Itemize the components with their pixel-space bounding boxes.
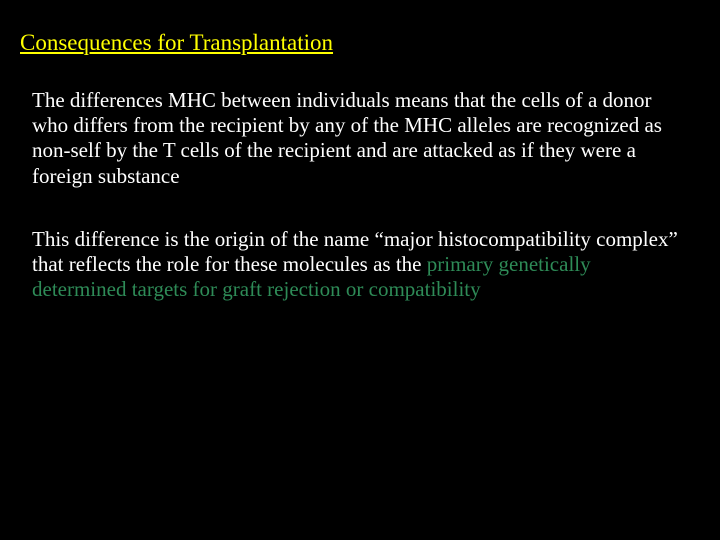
slide-container: Consequences for Transplantation The dif… [0,0,720,540]
paragraph-2: This difference is the origin of the nam… [32,227,680,303]
para1-run1: The differences MHC between individuals … [32,88,662,188]
slide-title: Consequences for Transplantation [20,30,700,56]
paragraph-1: The differences MHC between individuals … [32,88,680,189]
slide-body: The differences MHC between individuals … [32,88,680,302]
